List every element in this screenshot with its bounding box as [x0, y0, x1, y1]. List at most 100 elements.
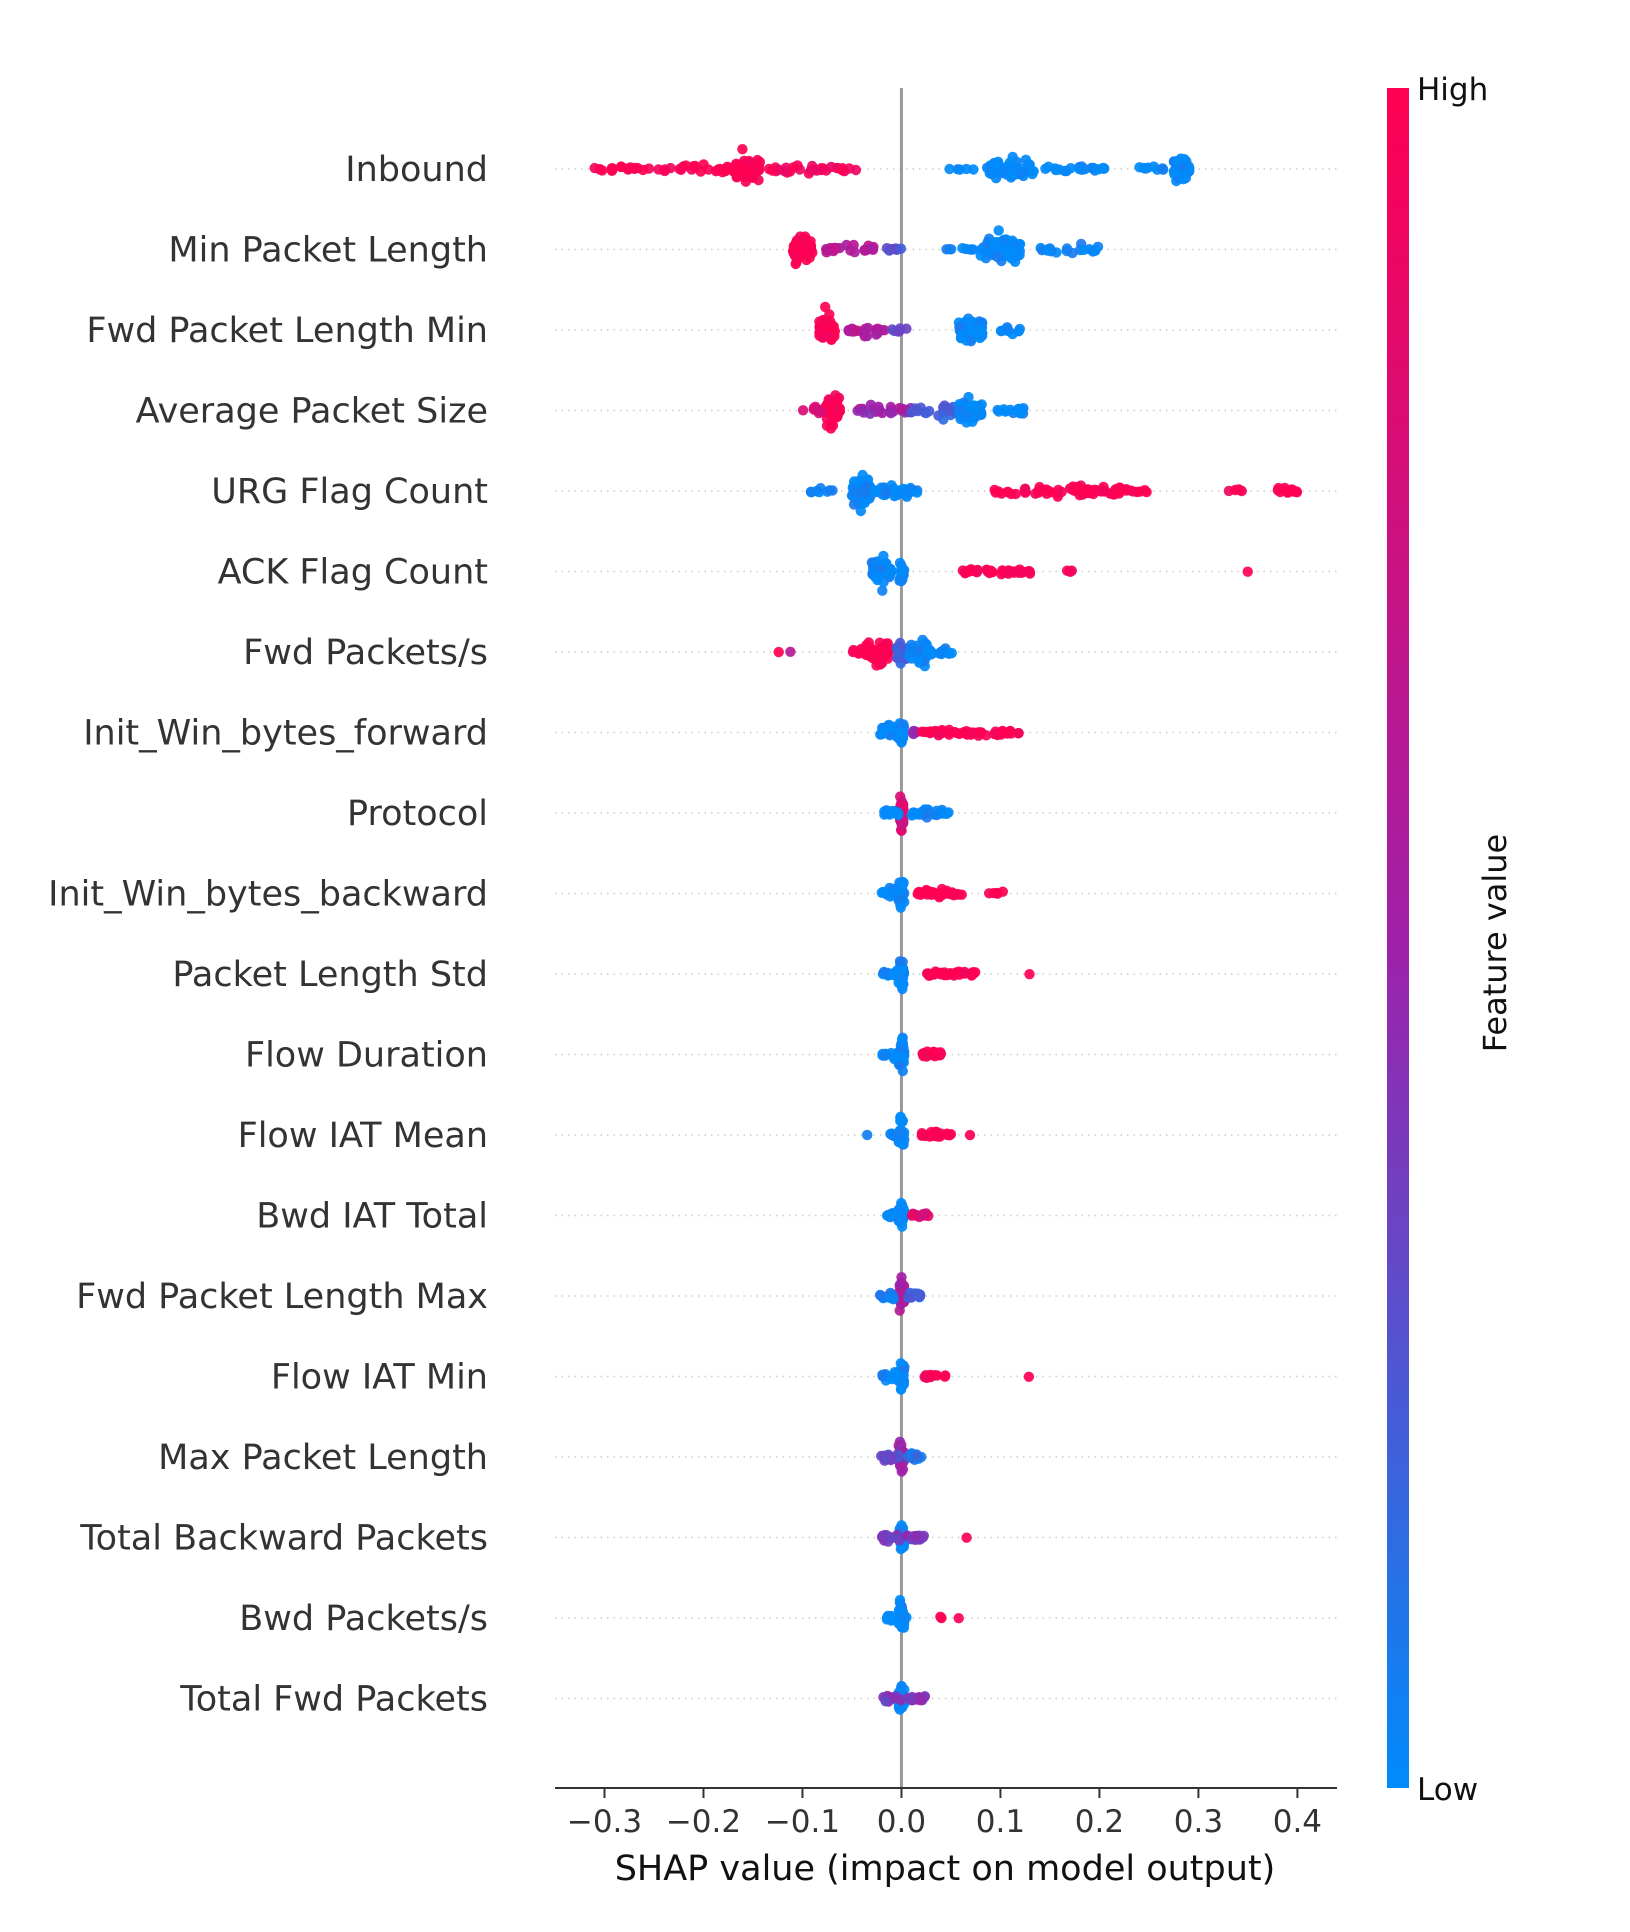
- dot: [892, 1370, 904, 1381]
- dot: [1006, 728, 1017, 739]
- feature-labels: Inbound Min Packet Length Fwd Packet Lengt…: [48, 150, 488, 1720]
- dot: [859, 244, 870, 256]
- dot: [773, 646, 784, 658]
- dot: [1014, 323, 1025, 335]
- dot: [880, 487, 891, 498]
- dot: [1090, 245, 1101, 256]
- dot: [933, 730, 944, 741]
- feature-label-ack-flag-count: ACK Flag Count: [218, 553, 488, 593]
- dot: [875, 1290, 886, 1301]
- dot: [943, 648, 955, 659]
- feature-label-average-packet-size: Average Packet Size: [136, 392, 488, 432]
- dot: [984, 888, 995, 899]
- dot: [992, 888, 1003, 899]
- dot: [723, 163, 734, 174]
- dot: [888, 1130, 899, 1142]
- dot: [1120, 485, 1132, 496]
- dot: [1016, 406, 1027, 417]
- feature-label-packet-length-std: Packet Length Std: [172, 955, 488, 995]
- x-tick-label: −0.1: [765, 1804, 840, 1840]
- dot: [928, 1046, 939, 1058]
- dot: [903, 1692, 914, 1704]
- feature-label-total-backward-packets: Total Backward Packets: [79, 1519, 488, 1559]
- dot: [976, 727, 987, 738]
- dots-layer: [589, 144, 1303, 1715]
- dot: [594, 164, 606, 175]
- dot: [1076, 164, 1088, 175]
- dot: [1280, 485, 1291, 496]
- dot: [622, 164, 634, 175]
- x-tick-label: −0.3: [567, 1804, 642, 1840]
- dot: [895, 1384, 907, 1395]
- dot: [884, 245, 895, 256]
- dot: [996, 488, 1007, 499]
- feature-label-flow-duration: Flow Duration: [245, 1036, 488, 1076]
- dot: [861, 647, 872, 659]
- dot: [890, 1051, 901, 1062]
- dot: [1035, 485, 1047, 496]
- dot: [935, 1611, 946, 1623]
- feature-label-bwd-iat-total: Bwd IAT Total: [256, 1197, 488, 1237]
- dot: [877, 585, 888, 596]
- dot: [957, 329, 968, 340]
- dot: [911, 1288, 922, 1299]
- dot: [961, 1532, 972, 1543]
- dot: [941, 969, 953, 980]
- dot: [968, 326, 979, 337]
- dot: [907, 1209, 918, 1220]
- dot: [880, 1696, 891, 1707]
- dot: [1007, 151, 1018, 163]
- dot: [881, 1210, 893, 1221]
- dot: [821, 165, 832, 176]
- dot: [924, 886, 935, 897]
- dot: [992, 251, 1003, 263]
- dot: [653, 164, 664, 175]
- dot: [1065, 566, 1076, 577]
- dot: [881, 1612, 893, 1623]
- x-tick-label: 0.1: [976, 1804, 1025, 1840]
- dot: [1242, 566, 1253, 577]
- dot: [895, 726, 906, 738]
- dot: [849, 487, 861, 498]
- feature-label-protocol: Protocol: [347, 794, 488, 834]
- dot: [858, 327, 869, 339]
- dot: [919, 1371, 930, 1383]
- dot: [1005, 252, 1016, 263]
- dot: [964, 1129, 976, 1141]
- dot: [914, 1692, 925, 1703]
- dot: [966, 401, 978, 412]
- dot: [938, 414, 949, 425]
- feature-dots-inbound: [589, 144, 1195, 187]
- feature-dots-min-packet-length: [787, 225, 1104, 270]
- dot: [1138, 162, 1150, 174]
- colorbar: [1387, 88, 1409, 1788]
- dot: [961, 163, 972, 175]
- dot: [959, 968, 970, 979]
- x-tick-label: 0.0: [877, 1804, 926, 1840]
- dot: [939, 1371, 951, 1382]
- dot: [880, 649, 891, 660]
- feature-dots-flow-duration: [877, 1032, 947, 1077]
- dot: [946, 244, 957, 255]
- feature-label-min-packet-length: Min Packet Length: [168, 231, 488, 271]
- dot: [698, 159, 709, 170]
- feature-dots-packet-length-std: [877, 956, 1035, 995]
- dot: [882, 887, 893, 898]
- dot: [637, 164, 649, 176]
- dot: [1086, 162, 1097, 174]
- feature-dots-flow-iat-mean: [862, 1111, 976, 1150]
- dot: [897, 1065, 908, 1077]
- dot: [879, 1050, 890, 1061]
- x-tick-label: 0.3: [1174, 1804, 1223, 1840]
- dot: [821, 247, 832, 258]
- dot: [972, 564, 983, 576]
- dot: [894, 1594, 906, 1606]
- dot: [812, 405, 823, 416]
- colorbar-low-label: Low: [1417, 1772, 1478, 1808]
- dot: [941, 808, 952, 819]
- dot: [1015, 169, 1026, 180]
- feature-dots-average-packet-size: [797, 390, 1029, 434]
- dot: [1072, 482, 1084, 494]
- dot: [896, 980, 907, 992]
